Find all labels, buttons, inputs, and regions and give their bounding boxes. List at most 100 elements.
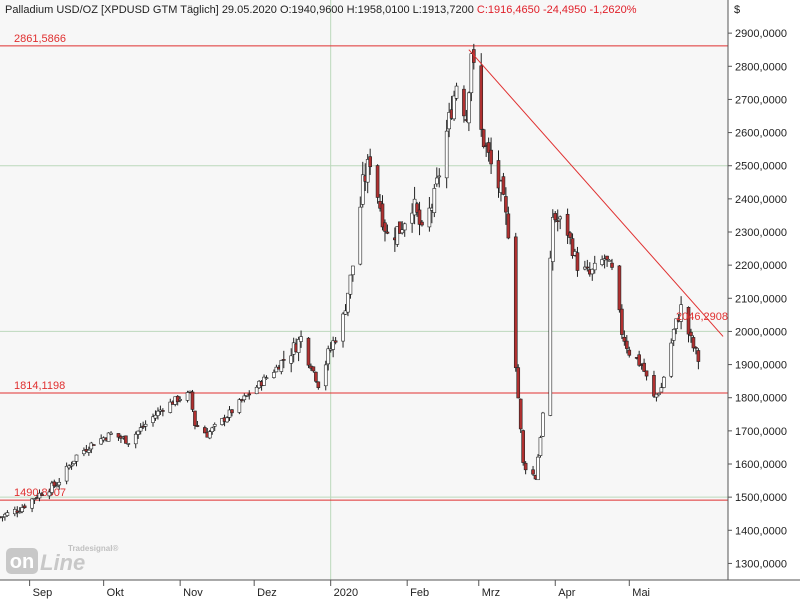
candle-body [513,236,518,369]
candle-body [454,85,459,99]
trend-line [468,49,724,337]
header-change: C:1916,4650 -24,4950 -1,2620% [477,4,637,16]
candle-body [138,427,143,432]
candle-body [481,129,486,148]
candle-body [368,156,372,168]
grid [0,0,728,580]
candle-body [506,213,511,239]
candle-body [341,313,345,342]
y-tick-label: 1800,0000 [735,393,787,405]
y-tick-label: 1700,0000 [735,426,787,438]
candle-body [87,449,91,453]
candle-body [467,92,471,124]
candle-body [262,376,266,386]
x-tick-label: Sep [33,587,53,599]
candle-body [434,177,439,185]
candle-body [674,318,678,329]
candle-body [40,493,44,496]
candle-body [91,444,96,446]
chart-header: Palladium USD/OZ [XPDUSD GTM Täglich] 29… [5,4,637,16]
candle-body [432,188,437,214]
axes [0,0,800,581]
candle-body [652,375,656,397]
candle-body [360,174,365,205]
candle-body [247,393,252,396]
candle-body [289,355,294,364]
y-tick-label: 2800,0000 [735,61,787,73]
candle-body [69,464,74,467]
candle-body [333,340,338,343]
candle-body [52,481,57,487]
candle-body [518,398,523,430]
candle-body [504,196,508,213]
candle-body [420,221,424,226]
candle-body [227,409,232,418]
candle-body [410,212,414,224]
candle-body [531,469,535,475]
x-tick-label: Apr [558,587,575,599]
candle-body [558,216,562,220]
candle-body [380,203,385,228]
candle-body [523,462,528,471]
candle-body [254,386,259,395]
candle-body [57,481,62,486]
candle-body [565,213,570,236]
candle-body [296,339,301,353]
x-tick-label: Feb [410,587,429,599]
candle-body [691,337,696,349]
candle-body [207,431,212,439]
header-date: 29.05.2020 [222,4,277,16]
y-tick-label: 2300,0000 [735,227,787,239]
candle-body [22,505,27,508]
x-axis-ticks: Sep Okt Nov Dez 2020 Feb Mrz Apr Mai [29,580,650,599]
y-tick-label: 2200,0000 [735,260,787,272]
candle-body [124,435,128,444]
candle-body [590,268,595,275]
candle-body [141,425,145,428]
candle-body [311,366,316,372]
candle-body [637,354,641,366]
candle-body [82,450,86,455]
candle-body [489,149,493,165]
candle-body [17,511,22,514]
candle-body [348,274,353,295]
candle-body [326,348,331,365]
header-info: Palladium USD/OZ [XPDUSD GTM Täglich] 29… [5,4,637,16]
candle-body [659,387,664,393]
candle-body [654,393,659,398]
candle-body [620,308,624,335]
y-tick-label: 2900,0000 [735,28,787,40]
candle-body [553,213,558,221]
candle-body [210,427,215,432]
candle-body [627,349,632,356]
candle-body [323,364,328,387]
candle-body [242,395,247,401]
level-label: 2861,5866 [14,33,66,45]
currency-label: $ [734,4,740,16]
candle-body [607,259,612,262]
candle-body [541,412,545,437]
candle-body [272,372,276,378]
candle-body [397,221,402,234]
candle-body [671,328,676,341]
candle-body [64,465,69,482]
candle-body [427,207,432,228]
candle-body [299,336,303,342]
candle-body [679,304,683,322]
candle-body [400,229,405,234]
candle-body [346,292,350,313]
x-tick-label: Nov [183,587,203,599]
candle-body [644,370,649,377]
candle-body [153,414,158,419]
candle-body [74,454,79,462]
candle-body [521,430,525,463]
candle-body [230,409,234,414]
watermark-brand-small: Tradesignal® [68,544,118,553]
candle-body [452,95,456,120]
y-tick-label: 2700,0000 [735,94,787,106]
trend-line-label: 2046,2908 [676,311,728,323]
candle-body [657,393,661,396]
candle-body [365,159,370,183]
